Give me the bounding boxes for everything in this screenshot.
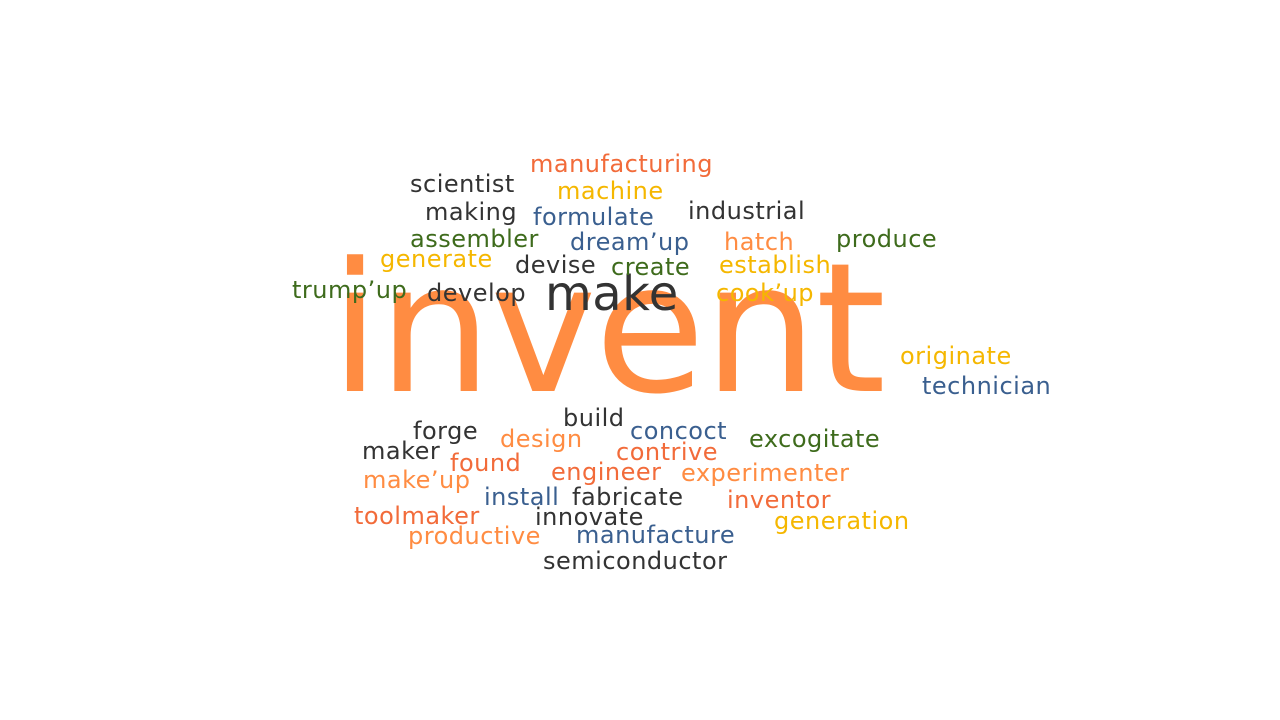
word-dreamup: dream’up xyxy=(570,228,690,256)
word-productive: productive xyxy=(408,522,541,550)
word-create: create xyxy=(611,253,691,281)
word-found: found xyxy=(450,449,522,477)
word-makeup: make’up xyxy=(363,466,471,494)
word-trumpup: trump’up xyxy=(292,276,408,304)
word-establish: establish xyxy=(719,251,832,279)
word-formulate: formulate xyxy=(533,203,655,231)
word-assembler: assembler xyxy=(410,225,539,253)
word-semiconductor: semiconductor xyxy=(543,547,728,575)
word-manufacturing: manufacturing xyxy=(530,150,713,178)
word-innovate: innovate xyxy=(535,503,644,531)
word-produce: produce xyxy=(836,225,938,253)
word-toolmaker: toolmaker xyxy=(354,502,480,530)
word-making: making xyxy=(425,198,518,226)
word-devise: devise xyxy=(515,251,597,279)
word-build: build xyxy=(563,404,625,432)
word-scientist: scientist xyxy=(410,170,515,198)
word-inventor: inventor xyxy=(727,486,832,514)
word-forge: forge xyxy=(413,417,479,445)
word-generation: generation xyxy=(774,507,910,535)
word-install: install xyxy=(484,483,560,511)
word-excogitate: excogitate xyxy=(749,425,881,453)
word-invent: invent xyxy=(330,225,886,434)
word-industrial: industrial xyxy=(688,197,806,225)
word-develop: develop xyxy=(427,279,527,307)
word-originate: originate xyxy=(900,342,1012,370)
word-machine: machine xyxy=(557,177,664,205)
word-technician: technician xyxy=(922,372,1052,400)
word-maker: maker xyxy=(362,437,441,465)
word-engineer: engineer xyxy=(551,458,662,486)
word-experimenter: experimenter xyxy=(681,459,850,487)
word-manufacture: manufacture xyxy=(576,521,736,549)
word-contrive: contrive xyxy=(616,438,719,466)
word-cookup: cook’up xyxy=(716,279,815,307)
word-make: make xyxy=(545,266,679,322)
word-generate: generate xyxy=(380,245,493,273)
word-concoct: concoct xyxy=(630,417,728,445)
word-design: design xyxy=(500,425,583,453)
word-fabricate: fabricate xyxy=(572,483,684,511)
word-hatch: hatch xyxy=(724,228,795,256)
